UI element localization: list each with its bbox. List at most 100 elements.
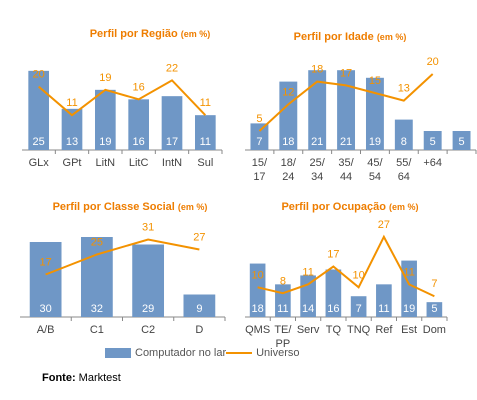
chart-0-line-label: 16 [133,81,145,93]
chart-1-bar [452,131,471,150]
chart-0-category-label: LitC [129,157,149,169]
legend-line-swatch [226,352,253,354]
chart-1-category-label: 54 [369,171,381,183]
chart-3-title: Perfil por Ocupação (em %) [281,201,418,213]
chart-0-category-label: LitN [96,157,116,169]
chart-3-bar-label: 18 [252,303,264,315]
chart-2-line-label: 27 [193,232,205,244]
chart-3-bar-label: 7 [356,303,362,315]
chart-0-line-label: 11 [200,97,211,109]
chart-2-category-label: A/B [37,324,55,336]
chart-0-bar-label: 25 [33,136,45,148]
chart-3-line-label: 10 [252,269,264,281]
chart-3-category-label: TE/ [274,324,292,336]
chart-0-bar [128,99,149,150]
chart-1-category-label: 34 [311,171,323,183]
chart-3-category-label: QMS [245,324,270,336]
chart-3-bar-label: 14 [302,303,314,315]
chart-3-line-label: 11 [302,266,313,278]
chart-2-universe-line [45,238,200,276]
chart-1-line-label: 15 [369,75,381,87]
source-text: Marktest [78,372,121,384]
chart-3-bar [401,260,417,317]
chart-1-bar [337,70,356,150]
chart-1-bar-label: 5 [430,136,436,148]
chart-0-bar-label: 11 [200,136,211,148]
chart-2-title: Perfil por Classe Social (em %) [53,201,208,213]
chart-1-bar-label: 5 [459,136,465,148]
chart-1-title: Perfil por Idade (em %) [294,31,407,43]
chart-1-category-label: 17 [253,171,265,183]
source-note: Fonte: Marktest [42,372,121,384]
chart-0-line-label: 11 [66,97,77,109]
chart-3-bar-label: 19 [403,303,415,315]
chart-0-category-label: GLx [29,157,50,169]
chart-1-line-label: 12 [282,86,294,98]
chart-3-bar-label: 16 [327,303,339,315]
chart-1-line-label: 5 [256,113,262,125]
chart-1-category-label: 15/ [252,157,268,169]
chart-3-bar [350,296,367,317]
chart-3-category-label: TNQ [347,324,371,336]
chart-1-bar-label: 21 [340,136,352,148]
chart-0-universe-line [38,79,207,117]
chart-1-category-label: 18/ [281,157,297,169]
chart-1-line-label: 20 [427,56,439,68]
chart-2-bar [29,242,62,317]
chart-1-bar [423,131,442,150]
legend-item-line: Universo [226,347,300,359]
chart-3-bar-label: 5 [431,303,437,315]
chart-1-category-label: 24 [282,171,294,183]
chart-2-bar-label: 9 [196,303,202,315]
chart-2-category-label: C1 [90,324,104,336]
chart-3-category-label: PP [276,338,291,350]
chart-0-line-label: 19 [99,72,111,84]
chart-0-line-label: 20 [33,69,45,81]
chart-1-bar-label: 19 [369,136,381,148]
chart-3-category-label: Serv [297,324,320,336]
chart-1-category-label: 55/ [396,157,412,169]
chart-1-bar [308,70,327,150]
chart-0-bar-label: 16 [133,136,145,148]
chart-3-line-label: 10 [353,269,365,281]
chart-2-category-label: D [195,324,203,336]
chart-2-bar [183,294,216,317]
chart-0-bar [195,115,216,150]
chart-1-category-label: 35/ [338,157,354,169]
chart-3-line-label: 8 [280,275,286,287]
chart-3-bar-label: 11 [378,303,389,315]
chart-1-bar-label: 18 [282,136,294,148]
legend: Computador no lar Universo [105,347,300,359]
chart-3-bar [249,263,266,317]
chart-0-bar [161,96,183,150]
chart-3-universe-line [257,234,435,298]
chart-0-unit: (em %) [181,29,211,39]
chart-0-title: Perfil por Região (em %) [90,28,211,40]
chart-1-bar [279,81,298,150]
chart-0-category-label: GPt [63,157,82,169]
chart-2-unit: (em %) [178,202,208,212]
chart-1-category-label: 25/ [310,157,326,169]
chart-3-line-label: 7 [431,278,437,290]
chart-1-line-label: 13 [398,83,410,95]
chart-0-bar-label: 17 [166,136,178,148]
chart-1-bar-label: 21 [311,136,323,148]
legend-item-bar: Computador no lar [105,347,226,359]
chart-2-line-label: 25 [91,237,103,249]
chart-1-category-label: 44 [340,171,352,183]
chart-0-bar-label: 19 [99,136,111,148]
chart-0-bar [95,89,116,150]
chart-1-bar-label: 8 [401,136,407,148]
chart-3-bar-label: 11 [277,303,288,315]
chart-2-line-label: 17 [40,257,52,269]
chart-3-line-label: 11 [403,266,414,278]
chart-2-line-label: 31 [142,222,154,234]
chart-2-bar-label: 30 [40,303,52,315]
chart-1-unit: (em %) [377,32,407,42]
chart-1-category-label: 64 [398,171,410,183]
chart-1-bar [365,77,384,150]
chart-2-bar-label: 29 [142,303,154,315]
chart-1-line-label: 17 [340,67,352,79]
chart-1-universe-line [258,73,434,132]
